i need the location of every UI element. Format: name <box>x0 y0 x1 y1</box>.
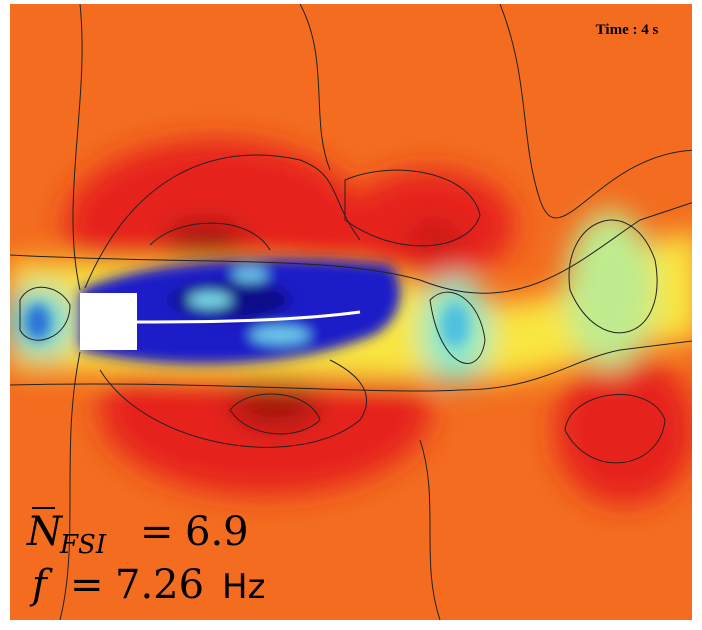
flow-field: Time : 4 s N FSI = 6.9 f = 7.26 Hz <box>0 0 702 630</box>
f-value: 7.26 <box>115 562 204 608</box>
n-subscript: FSI <box>59 530 107 560</box>
f-operator: = <box>70 562 104 608</box>
f-unit: Hz <box>222 567 265 607</box>
contour-plot <box>5 4 700 620</box>
page: Time : 4 s N FSI = 6.9 f = 7.26 Hz (() =… <box>0 0 702 630</box>
n-operator: = <box>140 509 174 555</box>
n-symbol: N <box>26 509 64 555</box>
time-label: Time : 4 s <box>596 22 659 38</box>
n-value: 6.9 <box>185 509 249 555</box>
cylinder <box>80 293 137 350</box>
